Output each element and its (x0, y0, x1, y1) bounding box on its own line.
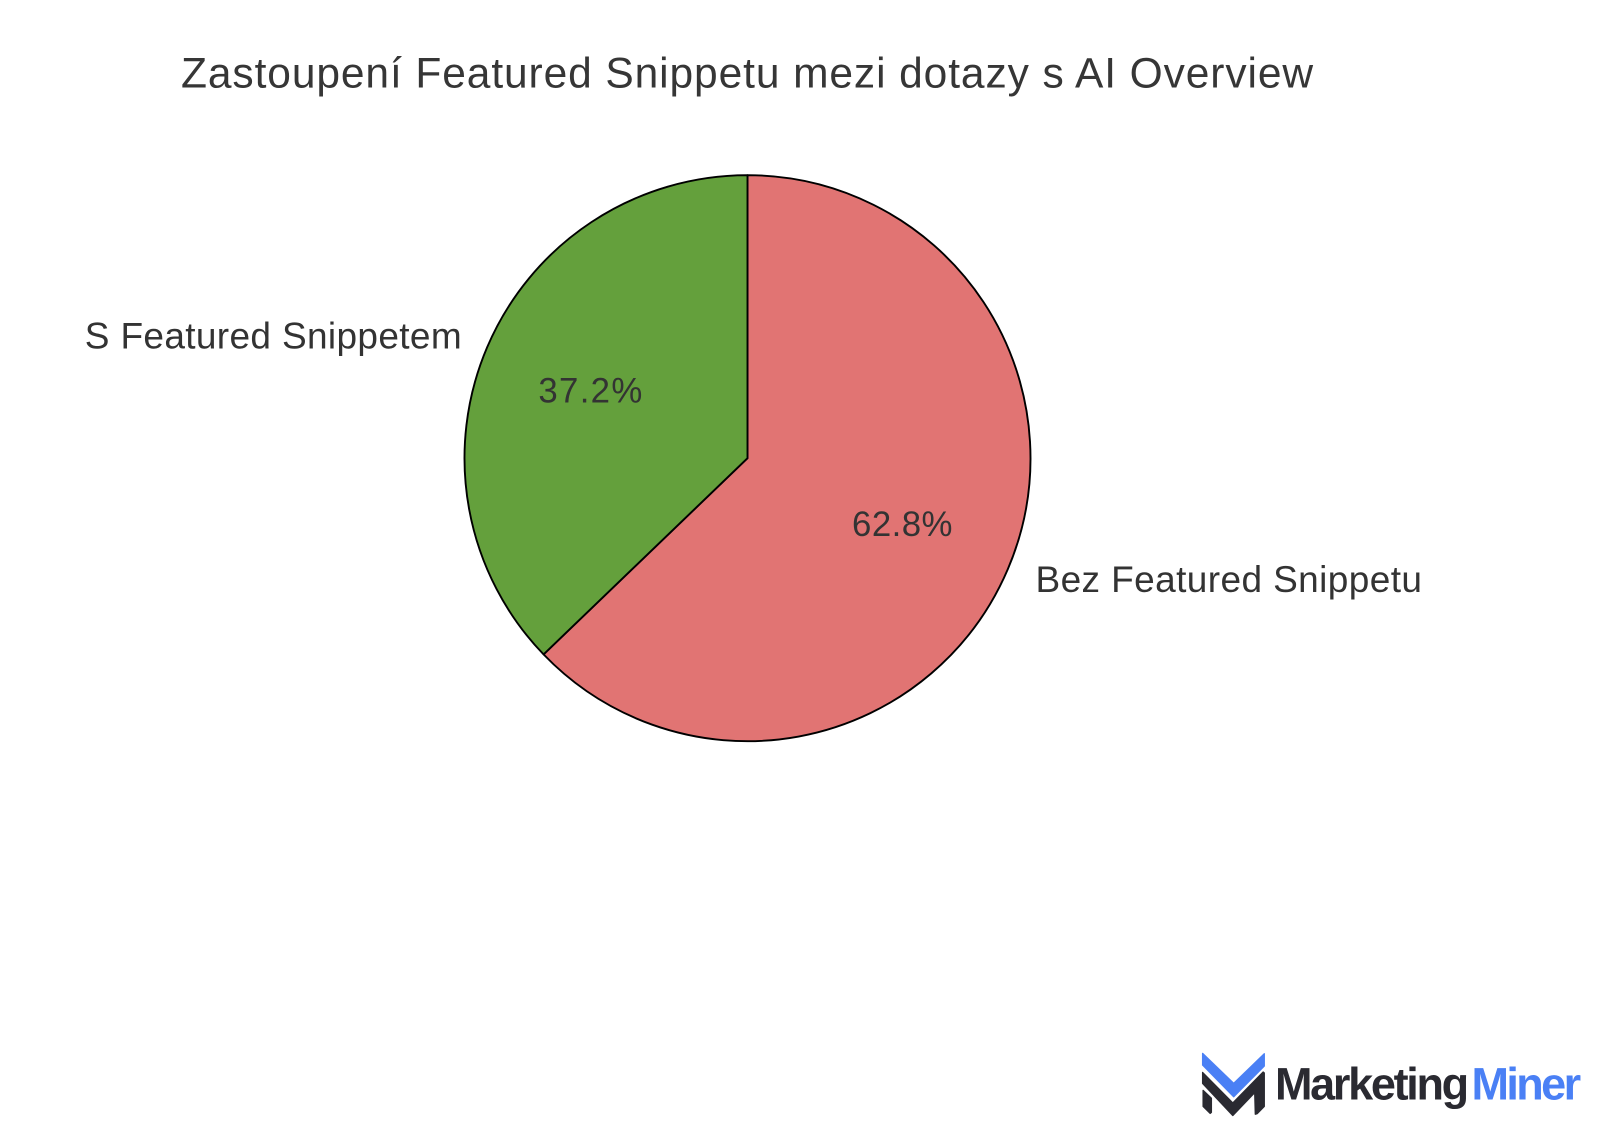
svg-text:62.8%: 62.8% (852, 505, 953, 544)
svg-text:37.2%: 37.2% (538, 372, 643, 411)
svg-text:S Featured Snippetem: S Featured Snippetem (85, 316, 462, 357)
svg-text:Miner: Miner (1472, 1059, 1581, 1110)
svg-text:Bez Featured Snippetu: Bez Featured Snippetu (1036, 559, 1423, 600)
svg-text:Zastoupení Featured Snippetu m: Zastoupení Featured Snippetu mezi dotazy… (181, 51, 1314, 98)
svg-text:Marketing: Marketing (1275, 1059, 1467, 1110)
